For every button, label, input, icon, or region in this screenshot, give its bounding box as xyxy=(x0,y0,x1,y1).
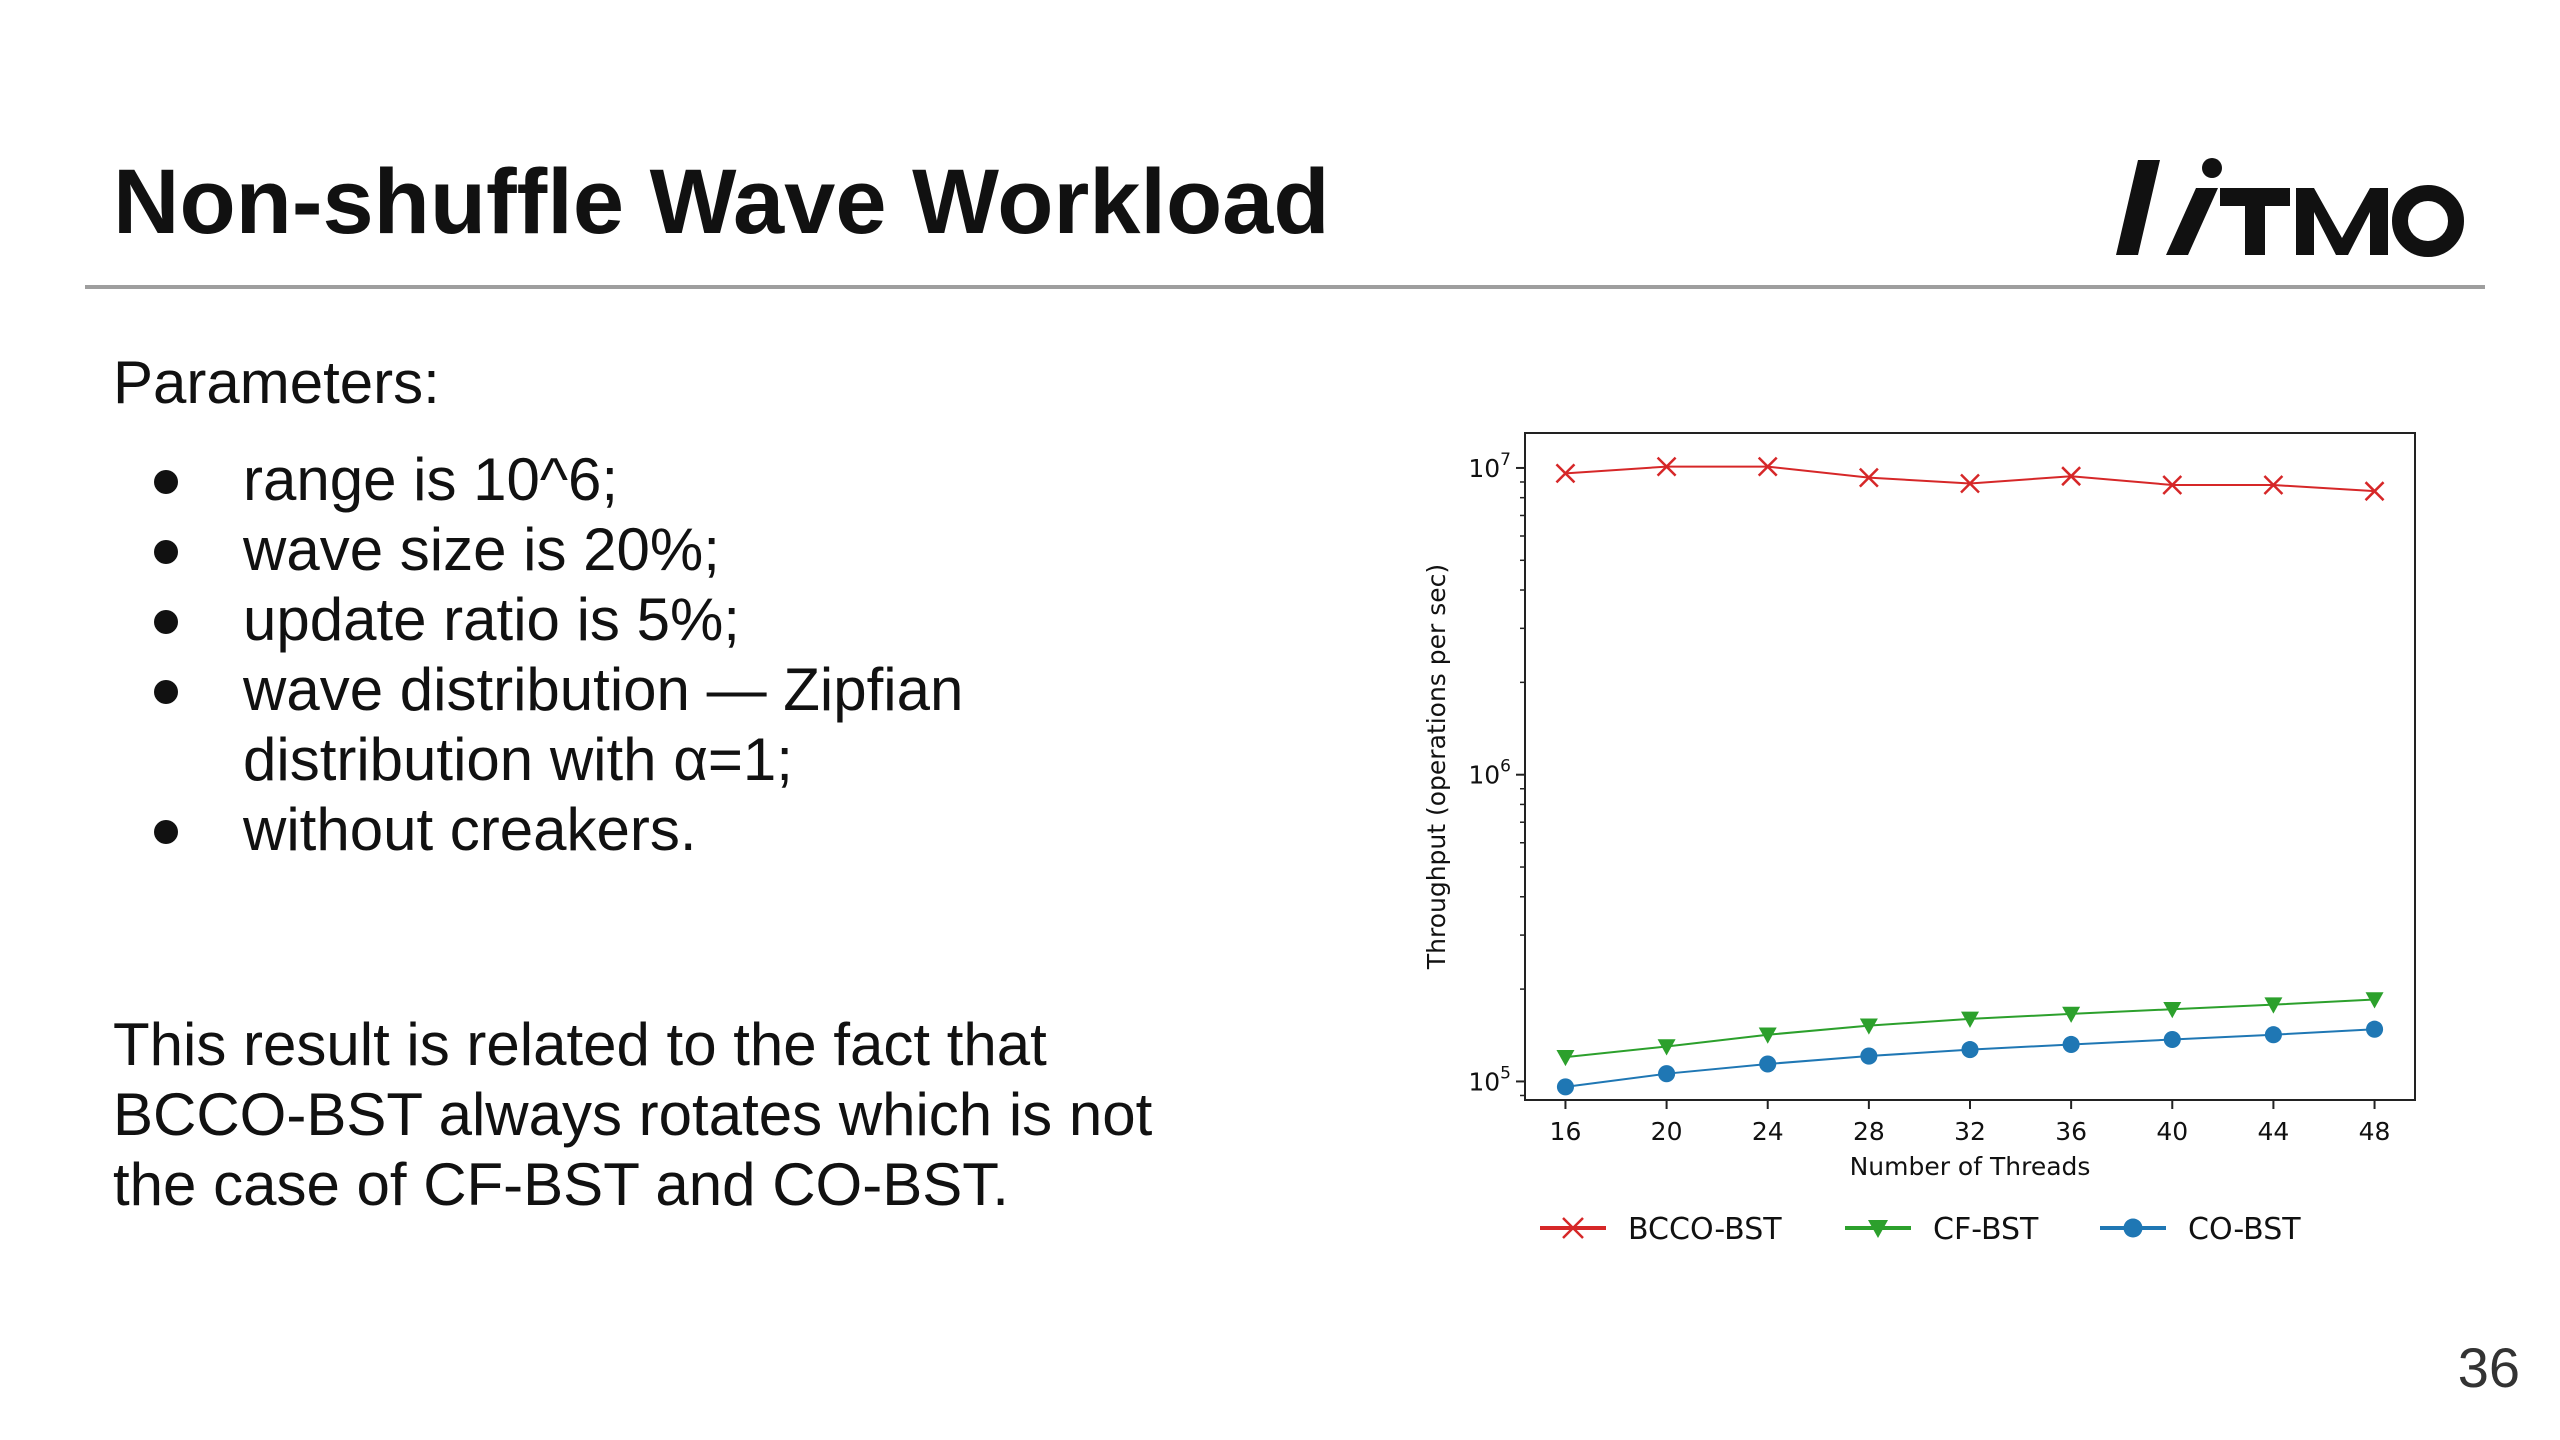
plot-frame xyxy=(1524,432,2416,1101)
data-point-cf-bst xyxy=(1859,1018,1878,1035)
param-text: update ratio is 5%; xyxy=(243,586,740,653)
data-point-co-bst xyxy=(2062,1035,2080,1054)
param-item-wave-distribution: wave distribution — Zipfian distribution… xyxy=(145,655,1345,795)
data-point-co-bst xyxy=(2163,1030,2181,1049)
data-point-cf-bst xyxy=(2264,997,2283,1014)
x-tick-label: 40 xyxy=(2156,1117,2188,1146)
data-point-cf-bst xyxy=(1961,1011,1979,1028)
x-tick-label: 36 xyxy=(2055,1117,2087,1146)
bullet-dot xyxy=(154,470,178,494)
data-point-bcco-bst xyxy=(2263,475,2284,495)
data-point-cf-bst xyxy=(2365,992,2384,1009)
param-item-range: range is 10^6; xyxy=(145,445,1345,515)
slide-title: Non-shuffle Wave Workload xyxy=(113,151,1330,253)
data-point-bcco-bst xyxy=(1960,473,1980,494)
param-item-creakers: without creakers. xyxy=(145,795,1345,865)
title-divider xyxy=(85,285,2485,289)
conclusion-line: the case of CF-BST and CO-BST. xyxy=(113,1151,1009,1218)
throughput-chart: 16 20 24 28 32 36 40 44 48 107 106 105 Number of Thr… xyxy=(1422,432,2416,1247)
bullet-dot xyxy=(154,680,178,704)
conclusion-line: BCCO-BST always rotates which is not xyxy=(113,1081,1153,1148)
x-tick-label: 44 xyxy=(2258,1117,2290,1146)
conclusion-text: This result is related to the fact that … xyxy=(113,1010,1393,1220)
legend-marker-cf-bst xyxy=(1868,1220,1888,1238)
param-item-wave-size: wave size is 20%; xyxy=(145,515,1345,585)
legend-label-co-bst: CO-BST xyxy=(2188,1212,2301,1247)
data-point-cf-bst xyxy=(1556,1049,1575,1067)
legend-marker-bcco-bst xyxy=(1562,1217,1584,1239)
data-point-co-bst xyxy=(1556,1078,1575,1096)
data-point-co-bst xyxy=(1759,1055,1777,1073)
param-text: distribution with α=1; xyxy=(243,726,793,793)
x-tick-label: 16 xyxy=(1550,1117,1582,1146)
y-tick-label: 107 xyxy=(1468,450,1511,483)
param-text: wave size is 20%; xyxy=(243,516,720,583)
data-point-cf-bst xyxy=(1657,1039,1676,1056)
data-point-cf-bst xyxy=(2163,1001,2182,1019)
param-item-update-ratio: update ratio is 5%; xyxy=(145,585,1345,655)
y-tick-label: 105 xyxy=(1468,1063,1511,1096)
data-point-co-bst xyxy=(1658,1065,1676,1083)
itmo-logo xyxy=(2116,158,2464,257)
y-axis-label: Throughput (operations per sec) xyxy=(1422,564,1451,970)
data-point-co-bst xyxy=(1860,1047,1878,1065)
data-point-bcco-bst xyxy=(2162,475,2183,495)
x-tick-label: 24 xyxy=(1752,1117,1784,1146)
x-tick-label: 48 xyxy=(2359,1117,2391,1146)
data-point-bcco-bst xyxy=(1757,456,1778,477)
data-point-co-bst xyxy=(1961,1041,1979,1059)
data-point-cf-bst xyxy=(2062,1006,2081,1023)
legend-marker-co-bst xyxy=(2123,1218,2143,1238)
x-tick-label: 28 xyxy=(1853,1117,1885,1146)
data-point-cf-bst xyxy=(1758,1027,1777,1044)
series-line-bcco-bst xyxy=(1565,465,2375,493)
bullet-dot xyxy=(154,820,178,844)
param-text: wave distribution — Zipfian xyxy=(243,656,964,723)
data-point-bcco-bst xyxy=(2364,481,2385,502)
data-point-co-bst xyxy=(2264,1026,2282,1044)
legend-label-cf-bst: CF-BST xyxy=(1933,1212,2039,1247)
data-point-co-bst xyxy=(2365,1020,2384,1038)
data-point-bcco-bst xyxy=(2061,466,2082,487)
param-text: without creakers. xyxy=(243,796,697,863)
legend-label-bcco-bst: BCCO-BST xyxy=(1628,1212,1782,1247)
bullet-dot xyxy=(154,610,178,634)
x-axis-label: Number of Threads xyxy=(1850,1152,2091,1181)
bullet-dot xyxy=(154,540,178,564)
params-list: range is 10^6; wave size is 20%; update … xyxy=(145,445,1345,865)
conclusion-line: This result is related to the fact that xyxy=(113,1011,1047,1078)
data-point-bcco-bst xyxy=(1555,463,1576,484)
page-number: 36 xyxy=(2457,1336,2520,1399)
x-tick-label: 20 xyxy=(1651,1117,1683,1146)
y-tick-label: 106 xyxy=(1468,757,1511,790)
data-point-bcco-bst xyxy=(1858,467,1879,488)
param-text: range is 10^6; xyxy=(243,446,619,513)
data-point-bcco-bst xyxy=(1656,456,1677,477)
params-heading: Parameters: xyxy=(113,349,440,416)
x-tick-label: 32 xyxy=(1954,1117,1986,1146)
